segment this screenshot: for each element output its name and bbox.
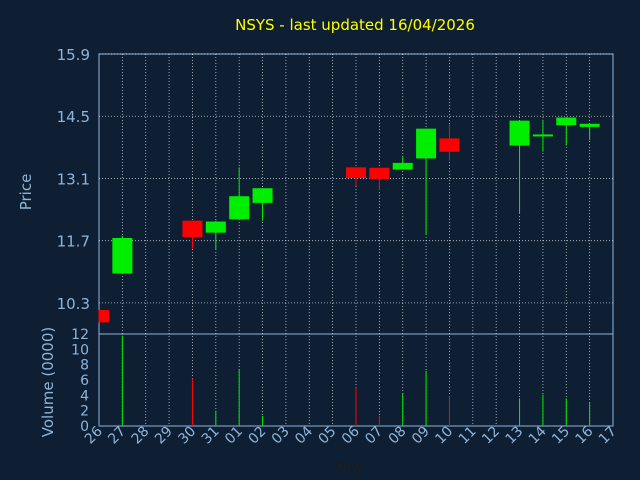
- price-tick-label: 14.5: [57, 108, 90, 126]
- candle: [439, 124, 460, 161]
- day-tick-label: 08: [386, 424, 410, 448]
- volume-tick-label: 0: [80, 419, 89, 435]
- price-tick-label: 10.3: [57, 295, 90, 313]
- day-tick-label: 07: [362, 424, 386, 448]
- volume-tick-label: 6: [80, 373, 89, 389]
- candle: [416, 128, 437, 235]
- candle: [252, 188, 273, 221]
- x-axis-label: Day: [334, 460, 362, 476]
- day-tick-label: 17: [596, 424, 620, 448]
- y-axis-label: Price: [17, 174, 35, 211]
- candle: [346, 167, 366, 186]
- candle-body: [252, 188, 273, 203]
- candle: [112, 235, 133, 274]
- candle-body: [416, 128, 437, 159]
- day-tick-label: 30: [175, 424, 199, 448]
- candle-body: [112, 238, 133, 274]
- day-tick-label: 12: [479, 424, 503, 448]
- candle-body: [205, 221, 226, 233]
- day-tick-label: 11: [456, 424, 480, 448]
- volume-tick-label: 12: [71, 327, 89, 343]
- candle-body: [229, 196, 250, 220]
- day-tick-label: 03: [269, 424, 293, 448]
- volume-tick-label: 2: [80, 404, 89, 420]
- price-tick-label: 15.9: [57, 46, 90, 64]
- day-tick-label: 15: [549, 424, 573, 448]
- day-tick-label: 28: [129, 424, 153, 448]
- candle: [229, 167, 250, 220]
- candle: [205, 220, 226, 250]
- chart-title: NSYS - last updated 16/04/2026: [235, 16, 475, 34]
- candle-body: [346, 167, 366, 178]
- day-tick-label: 09: [409, 424, 433, 448]
- price-tick-label: 13.1: [57, 170, 90, 188]
- candle-body: [509, 120, 530, 146]
- candle-body: [99, 310, 109, 323]
- candle: [182, 220, 203, 249]
- candle-body: [392, 162, 413, 170]
- candle: [509, 120, 530, 214]
- day-tick-label: 10: [432, 424, 456, 448]
- day-tick-label: 05: [316, 424, 340, 448]
- candle-body: [579, 123, 600, 127]
- grid-lines: [99, 53, 613, 426]
- day-tick-label: 31: [199, 424, 223, 448]
- candle: [369, 167, 390, 190]
- candle-body: [182, 220, 203, 238]
- day-tick-label: 27: [105, 424, 129, 448]
- day-tick-label: 01: [222, 424, 246, 448]
- day-tick-label: 04: [292, 423, 316, 447]
- volume-tick-label: 10: [71, 342, 89, 358]
- day-tick-labels: 26 27 28 29 30 31 01 02 03 04 05 06 07 08 09 10 11 12 13 14…: [82, 423, 620, 447]
- volume-axis-label: Volume (0000): [39, 327, 57, 437]
- candle: [392, 156, 413, 170]
- candle: [532, 119, 553, 152]
- day-tick-label: 02: [245, 424, 269, 448]
- candle-body: [369, 167, 390, 179]
- price-tick-labels: 10.3 11.7 13.1 14.5 15.9: [57, 46, 90, 313]
- candle: [579, 123, 600, 140]
- day-tick-label: 14: [526, 423, 550, 447]
- candle-body: [556, 117, 577, 126]
- candle-body: [532, 134, 553, 137]
- candle: [556, 117, 577, 146]
- volume-tick-label: 8: [80, 358, 89, 374]
- candle: [98, 310, 109, 323]
- day-tick-label: 29: [152, 424, 176, 448]
- day-tick-label: 16: [573, 423, 597, 447]
- day-tick-label: 13: [502, 424, 526, 448]
- candles: [98, 117, 600, 323]
- day-tick-label: 06: [339, 423, 363, 447]
- candle-body: [439, 138, 460, 152]
- volume-bars: [98, 335, 591, 426]
- volume-tick-label: 4: [80, 388, 89, 404]
- price-tick-label: 11.7: [57, 233, 90, 251]
